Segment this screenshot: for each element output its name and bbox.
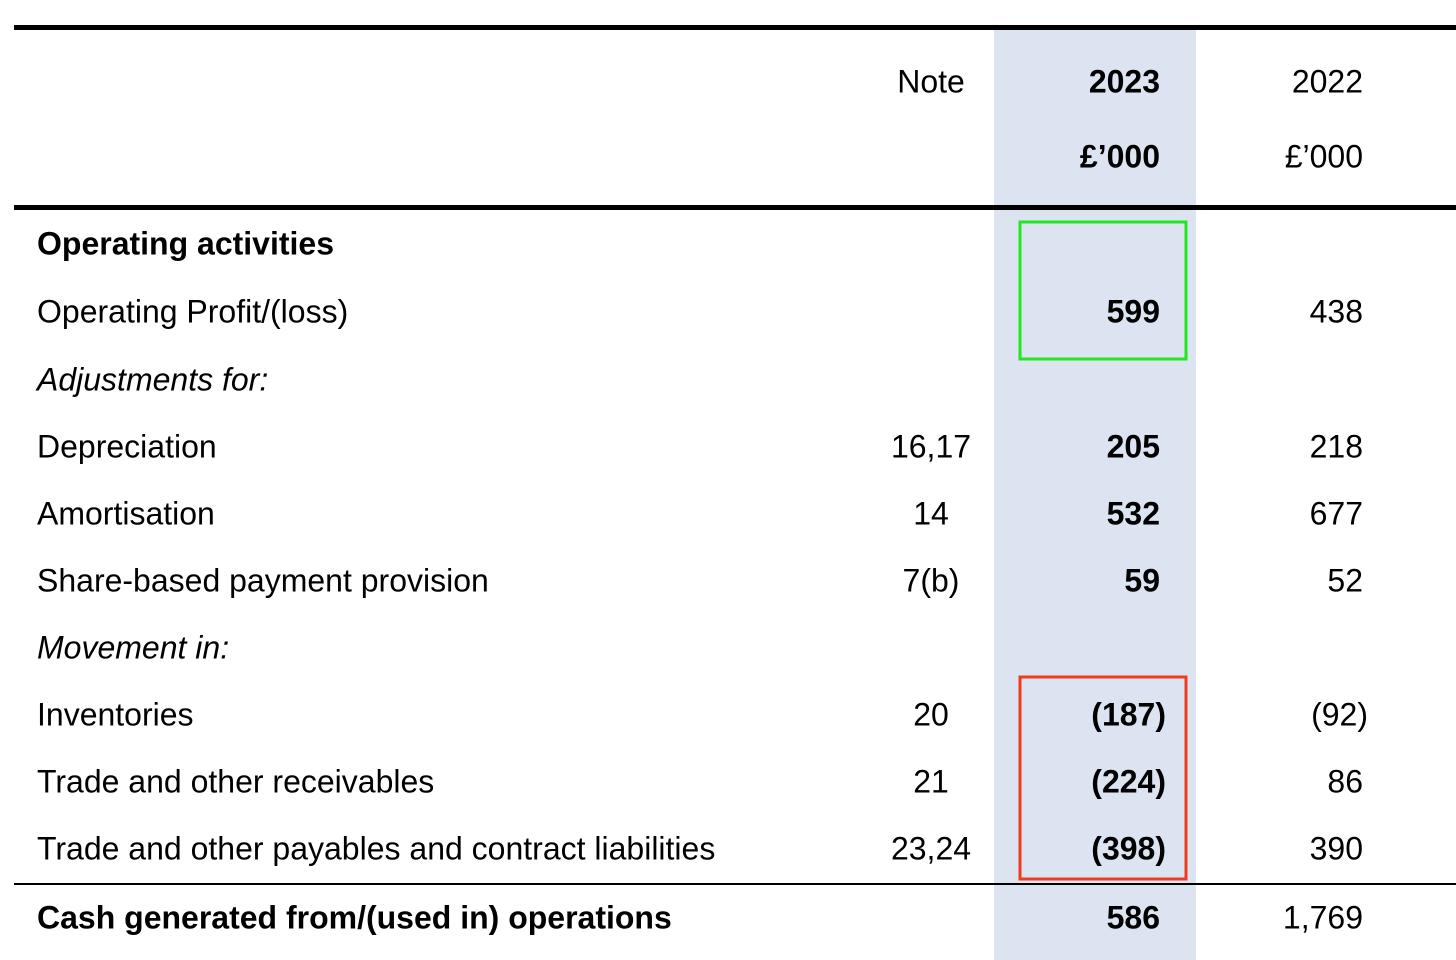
current-value: 532 bbox=[1107, 495, 1160, 531]
current-value: (187) bbox=[1091, 696, 1166, 732]
row-label: Amortisation bbox=[37, 495, 215, 531]
subheading: Adjustments for: bbox=[35, 361, 268, 397]
header-rule bbox=[14, 205, 1456, 210]
current-value: 599 bbox=[1107, 293, 1160, 329]
note-ref: 20 bbox=[913, 696, 949, 732]
row-label: Depreciation bbox=[37, 428, 217, 464]
note-ref: 16,17 bbox=[891, 428, 971, 464]
prior-unit-header: £’000 bbox=[1285, 138, 1363, 174]
current-value: 59 bbox=[1124, 562, 1160, 598]
row-label: Trade and other payables and contract li… bbox=[37, 830, 715, 866]
prior-year-header: 2022 bbox=[1292, 63, 1363, 99]
note-ref: 14 bbox=[913, 495, 949, 531]
prior-value: 52 bbox=[1327, 562, 1363, 598]
row-label: Trade and other receivables bbox=[37, 763, 434, 799]
section-heading: Operating activities bbox=[37, 225, 334, 261]
current-value: (224) bbox=[1091, 763, 1166, 799]
current-value: 205 bbox=[1107, 428, 1160, 464]
current-year-header: 2023 bbox=[1089, 63, 1160, 99]
note-ref: 21 bbox=[913, 763, 949, 799]
current-year-shading bbox=[994, 30, 1196, 960]
highlight-box-red bbox=[1018, 675, 1188, 881]
current-unit-header: £’000 bbox=[1080, 138, 1160, 174]
note-header: Note bbox=[897, 63, 965, 99]
prior-value: (92) bbox=[1311, 696, 1368, 732]
prior-value: 677 bbox=[1310, 495, 1363, 531]
row-label: Share-based payment provision bbox=[37, 562, 489, 598]
note-ref: 7(b) bbox=[903, 562, 960, 598]
row-label: Inventories bbox=[37, 696, 194, 732]
total-rule bbox=[14, 883, 1456, 885]
top-rule bbox=[14, 25, 1456, 30]
prior-value: 86 bbox=[1327, 763, 1363, 799]
highlight-box-green bbox=[1018, 220, 1188, 361]
prior-value: 218 bbox=[1310, 428, 1363, 464]
prior-value: 438 bbox=[1310, 293, 1363, 329]
note-ref: 23,24 bbox=[891, 830, 971, 866]
total-prior: 1,769 bbox=[1283, 899, 1363, 935]
total-label: Cash generated from/(used in) operations bbox=[37, 899, 672, 935]
current-value: (398) bbox=[1091, 830, 1166, 866]
total-current: 586 bbox=[1107, 899, 1160, 935]
prior-value: 390 bbox=[1310, 830, 1363, 866]
subheading: Movement in: bbox=[37, 629, 229, 665]
row-label: Operating Profit/(loss) bbox=[37, 293, 348, 329]
